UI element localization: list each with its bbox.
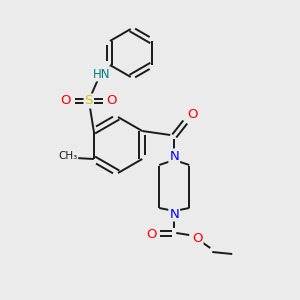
Text: S: S — [85, 94, 93, 107]
Text: CH₃: CH₃ — [58, 151, 77, 161]
Text: O: O — [192, 232, 202, 244]
Text: O: O — [61, 94, 71, 107]
Text: O: O — [187, 109, 197, 122]
Text: HN: HN — [93, 68, 110, 80]
Text: N: N — [169, 208, 179, 220]
Text: O: O — [106, 94, 117, 107]
Text: N: N — [169, 149, 179, 163]
Text: O: O — [146, 229, 157, 242]
